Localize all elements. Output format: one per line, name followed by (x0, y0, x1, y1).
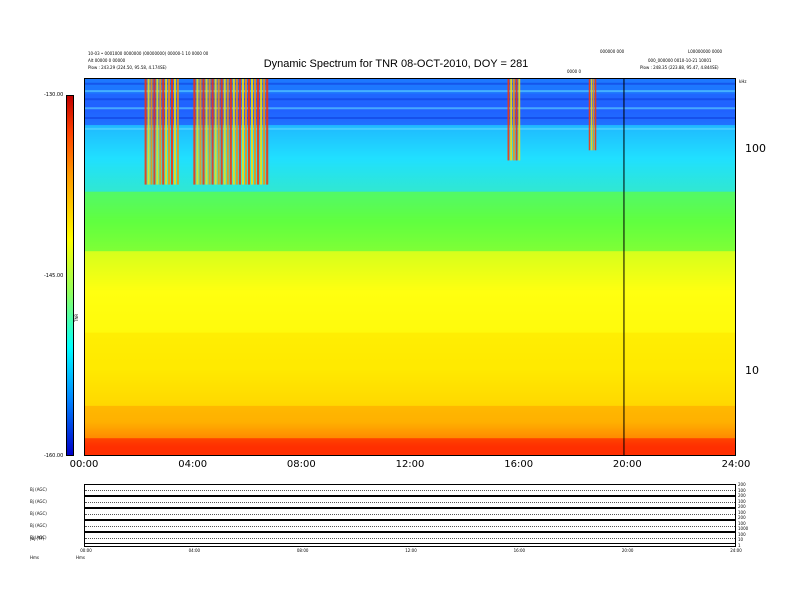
spectrum-band-3 (85, 191, 735, 252)
aux-x-tick-label: 20:00 (621, 548, 634, 553)
colorbar-tick-label: -130.00 (44, 92, 64, 98)
header-right-line0b: L00000000 0000 (688, 49, 723, 54)
header-right-line2: Plow : 248.35 (223.88, 95.47, 4.844SE) (640, 65, 719, 70)
aux-right-label: 100 (738, 531, 746, 537)
spectrum-band-2 (85, 125, 735, 192)
aux-panel (84, 484, 736, 496)
spectrogram-svg (85, 79, 735, 455)
aux-right-label: 200 (738, 493, 746, 498)
y-tick-label: 100 (745, 142, 766, 156)
header-left-line3: Plow : 243.29 (224.50, 95.58, 4.174SE) (88, 65, 167, 70)
spectrum-band-7 (85, 438, 735, 455)
x-tick-label: 04:00 (178, 459, 208, 470)
aux-right-label: 100 (738, 509, 746, 515)
aux-right-label: 100 (738, 487, 746, 493)
aux-x-tick-label: 16:00 (513, 548, 526, 553)
aux-right-label: 100 (738, 498, 746, 504)
aux-right-label: 10 (738, 537, 744, 542)
aux-panel-bottom (84, 532, 736, 547)
colorbar (66, 95, 74, 456)
header-right-line0: 000000 000 (600, 49, 625, 54)
aux-axis-label: Hms (30, 555, 39, 560)
aux-x-tick-label: 04:00 (188, 548, 201, 553)
x-tick-label: 20:00 (612, 459, 642, 470)
aux-panel-label: Bj (AGC) (30, 511, 47, 516)
aux-axis-label-2: Hms (76, 555, 85, 560)
radio-burst-3 (588, 79, 597, 151)
radio-burst-1 (193, 79, 269, 185)
spectrogram-plot (84, 78, 736, 456)
aux-panel (84, 508, 736, 520)
y-axis-label: kHz (739, 79, 747, 84)
x-tick-label: 24:00 (721, 459, 751, 470)
aux-panel-label: |Bj (TF) (30, 536, 45, 541)
colorbar-tick-label: -145.00 (44, 272, 64, 279)
x-tick-label: 16:00 (504, 459, 534, 470)
aux-x-tick-label: 12:00 (405, 548, 417, 553)
aux-panel-label: Ej (AGC) (30, 535, 47, 540)
chart-title: Dynamic Spectrum for TNR 08-OCT-2010, DO… (263, 58, 529, 70)
aux-right-label: 200 (738, 515, 746, 520)
header-center-small: 0000 0 (567, 69, 581, 74)
aux-x-tick-label: 08:00 (296, 548, 309, 553)
spectrum-band-5 (85, 332, 735, 406)
aux-right-label: 200 (738, 482, 746, 487)
radio-burst-0 (144, 79, 179, 185)
aux-right-label: 200 (738, 504, 746, 509)
x-tick-label: 12:00 (395, 459, 425, 470)
radio-burst-2 (507, 79, 521, 161)
spectrum-band-6 (85, 405, 735, 439)
aux-right-label: 100 (738, 520, 746, 526)
aux-panel (84, 520, 736, 532)
y-tick-label: 10 (745, 363, 759, 377)
aux-right-label: 1000 (738, 526, 749, 531)
aux-panel-label: Bj (AGC) (30, 523, 47, 528)
colorbar-label: TNR (74, 313, 79, 322)
header-right-line1: 000_000000 0010-10-21 10001 (648, 58, 712, 63)
spectrum-band-4 (85, 251, 735, 333)
header-left-line2: Alt 00000 0 00000 (88, 58, 126, 63)
aux-x-tick-label: 24:00 (730, 548, 742, 553)
aux-panel-label: Bj (AGC) (30, 499, 47, 504)
x-tick-label: 08:00 (286, 459, 316, 470)
aux-panel (84, 496, 736, 508)
aux-panel-label: Bj (AGC) (30, 487, 47, 492)
aux-x-tick-label: 00:00 (80, 548, 92, 553)
aux-right-label: 1 (738, 542, 741, 548)
header-left-line1: 10-03 • 0001000 0000000 (00000000) 00000… (88, 51, 209, 56)
colorbar-tick-label: -160.00 (44, 453, 64, 459)
x-tick-label: 00:00 (69, 459, 99, 470)
